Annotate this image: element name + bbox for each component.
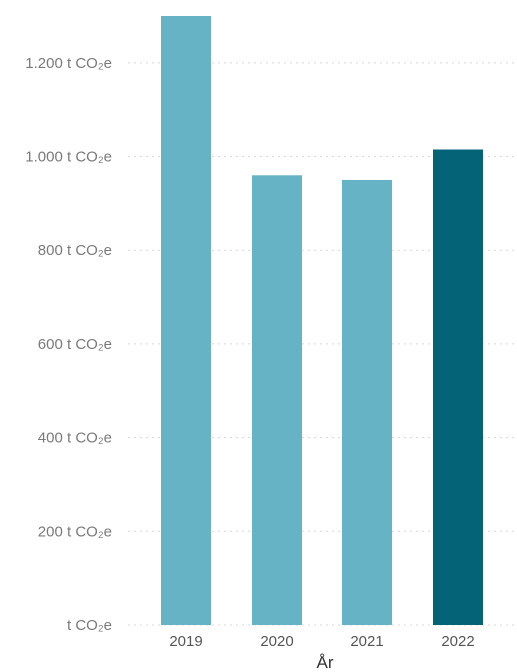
bar-2020 [252,175,302,625]
y-tick-label: 1.000 t CO₂e [25,149,112,166]
y-axis-tick-labels: t CO₂e 200 t CO₂e 400 t CO₂e 600 t CO₂e 800 … [25,55,112,634]
y-tick-label: 200 t CO₂e [38,523,112,540]
x-tick-label: 2020 [260,633,293,650]
bars [161,16,483,625]
x-axis-title: År [317,653,334,672]
x-axis-tick-labels: 2019 2020 2021 2022 [169,633,474,650]
x-tick-label: 2019 [169,633,202,650]
y-tick-label: 400 t CO₂e [38,430,112,447]
y-tick-label: 800 t CO₂e [38,242,112,259]
y-tick-label: 600 t CO₂e [38,336,112,353]
bar-2021 [342,179,392,625]
x-tick-label: 2022 [441,633,474,650]
bar-2022 [433,149,483,625]
bar-2019 [161,16,211,625]
y-tick-label: 1.200 t CO₂e [25,55,112,72]
x-tick-label: 2021 [350,633,383,650]
y-tick-label: t CO₂e [67,617,112,634]
